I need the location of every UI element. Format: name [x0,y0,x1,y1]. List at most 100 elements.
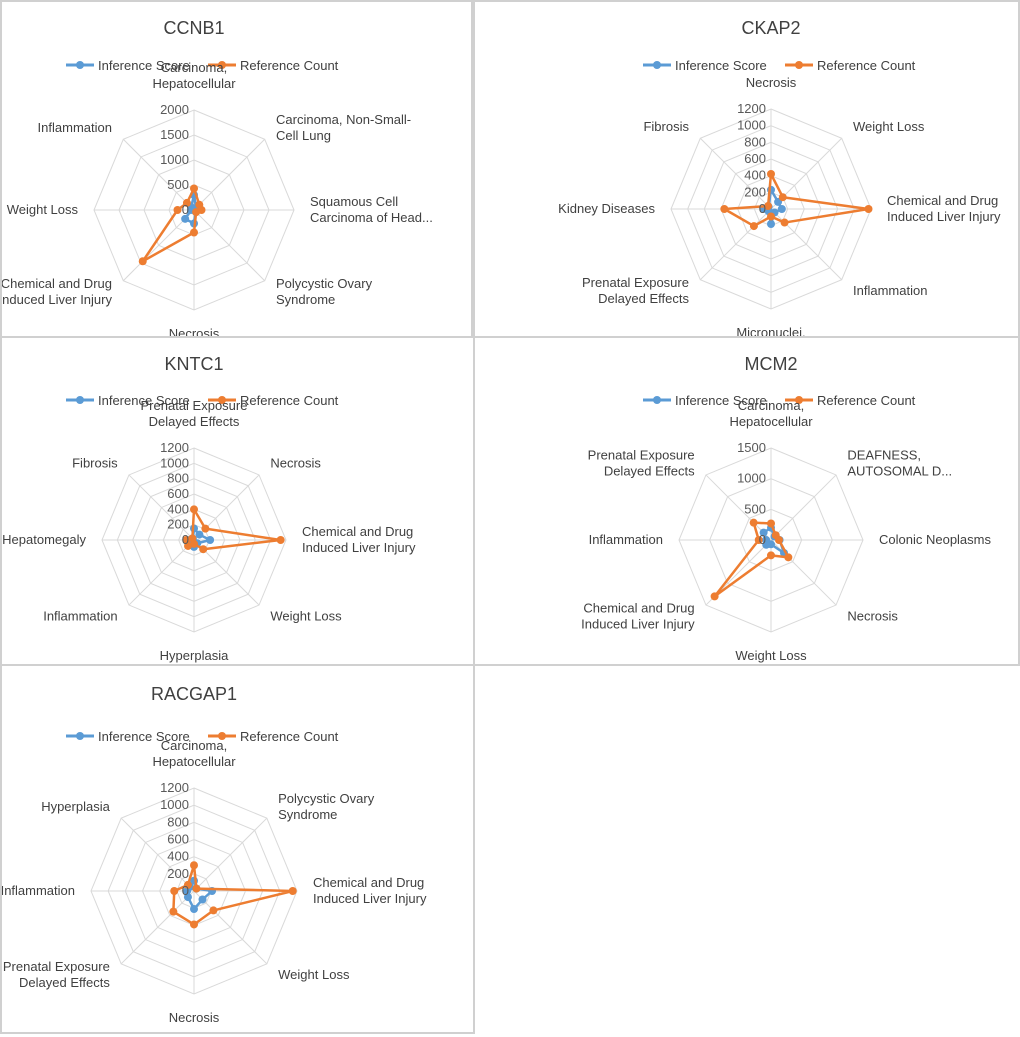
data-point-reference [780,218,789,227]
category-label: Carcinoma, Hepatocellular [152,738,236,769]
category-label: Chemical and Drug Induced Liver Injury [313,875,427,906]
category-label: Necrosis [847,608,898,623]
category-label: Inflammation [589,532,663,547]
tick-label: 1000 [737,118,766,133]
grid-spoke [122,209,195,282]
category-label: Prenatal Exposure Delayed Effects [3,959,110,990]
data-point-reference [190,861,198,870]
category-label: Prenatal Exposure Delayed Effects [588,448,695,479]
category-label: Prenatal Exposure Delayed Effects [582,275,689,306]
data-point-reference [190,920,198,929]
data-point-reference [720,205,729,213]
grid-spoke [699,208,772,281]
radar-chart-racgap1: RACGAP1 Inference Score Reference Count 120… [2,684,427,1025]
data-point-reference [192,208,201,217]
data-point-reference [288,887,297,895]
tick-label: 1200 [160,780,189,795]
legend-reference-marker [218,732,226,740]
category-label: Weight Loss [853,119,925,134]
data-point-reference [169,907,178,916]
legend-inference-label: Inference Score [98,58,190,73]
category-label: Inflammation [853,283,927,298]
category-label: Carcinoma, Hepatocellular [729,398,813,429]
data-point-reference [749,518,758,527]
tick-label: 1000 [160,152,189,167]
data-point-reference [190,505,198,514]
grid-spoke [193,817,268,892]
grid-spoke [128,539,195,606]
data-point-inference [190,905,198,914]
category-label: Squamous Cell Carcinoma of Head... [310,194,433,225]
legend-reference-label: Reference Count [817,58,916,73]
category-label: Weight Loss [7,202,79,217]
legend-reference-marker [795,61,803,69]
category-label: Weight Loss [270,608,342,623]
legend-reference-marker [218,61,226,69]
tick-label: 1000 [160,797,189,812]
tick-label: 800 [167,814,189,829]
tick-label: 0 [759,532,766,547]
data-point-reference [767,519,775,528]
legend-inference-marker [653,61,661,69]
chart-panel-ccnb1: CCNB1 Inference Score Reference Count 2000 1… [0,0,473,340]
tick-label: 600 [167,486,189,501]
tick-label: 200 [167,866,189,881]
grid-spoke [193,890,268,965]
data-point-reference [276,536,285,544]
data-point-inference [762,536,771,544]
tick-label: 200 [744,184,766,199]
radar-chart-mcm2: MCM2 Inference Score Reference Count 1500 10… [581,354,991,663]
data-point-reference [864,205,873,213]
radar-chart-ckap2: CKAP2 Inference Score Reference Count 1200 1… [558,18,1001,340]
tick-label: 1000 [160,455,189,470]
data-point-reference [784,553,793,562]
category-label: Weight Loss [278,967,350,982]
chart-panel-racgap1: RACGAP1 Inference Score Reference Count 120… [0,664,475,1034]
tick-label: 1200 [737,101,766,116]
tick-label: 600 [167,832,189,847]
tick-label: 0 [759,201,766,216]
category-label: Weight Loss [735,648,807,663]
category-label: Necrosis [746,75,797,90]
category-label: Prenatal Exposure Delayed Effects [141,398,248,429]
legend-inference-marker [653,396,661,404]
data-point-inference [195,530,204,539]
legend-reference-marker [795,396,803,404]
data-point-reference [190,228,198,237]
tick-label: 500 [167,177,189,192]
tick-label: 400 [167,501,189,516]
tick-label: 800 [744,134,766,149]
data-point-reference [774,536,783,544]
tick-label: 200 [167,517,189,532]
data-point-reference [201,524,210,533]
chart-panel-ckap2: CKAP2 Inference Score Reference Count 1200 1… [473,0,1020,340]
tick-label: 1000 [737,471,766,486]
tick-label: 2000 [160,102,189,117]
category-label: Carcinoma, Hepatocellular [152,60,236,91]
category-label: Hepatomegaly [2,532,86,547]
data-point-reference [183,880,192,889]
data-point-reference [188,534,197,543]
data-point-reference [192,884,201,893]
category-label: Chemical and Drug Induced Liver Injury [581,600,695,631]
data-point-inference [767,220,775,228]
grid-spoke [120,890,195,965]
category-label: Fibrosis [643,119,689,134]
tick-label: 1500 [737,440,766,455]
data-point-reference [170,887,179,895]
data-point-reference [182,198,191,207]
grid-spoke [193,138,266,211]
grid-spoke [699,137,772,210]
category-label: Carcinoma, Non-Small-Cell Lung [276,112,411,143]
chart-title: MCM2 [745,354,798,374]
category-label: Polycystic Ovary Syndrome [278,791,375,822]
category-label: Inflammation [2,883,75,898]
grid-spoke [120,817,195,892]
tick-label: 0 [182,532,189,547]
chart-panel-kntc1: KNTC1 Inference Score Reference Count 1200 1… [0,336,475,666]
data-point-reference [767,170,775,178]
legend-reference-label: Reference Count [240,729,339,744]
category-label: Inflammation [38,120,112,135]
data-point-inference [206,536,215,544]
grid-spoke [770,474,837,541]
